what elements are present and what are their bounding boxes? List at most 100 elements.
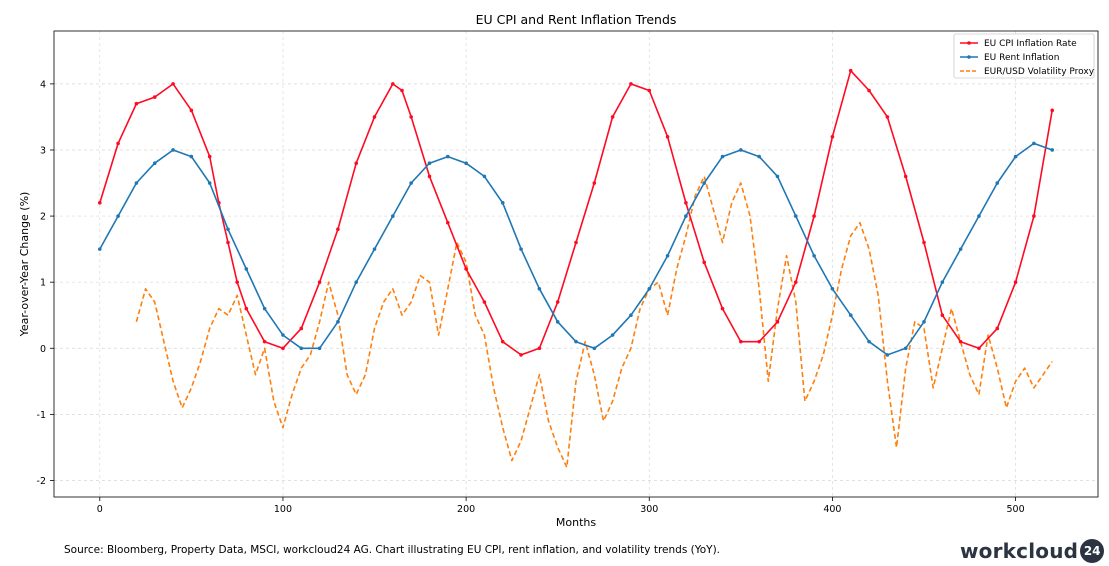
- data-point: [482, 174, 487, 179]
- data-point: [977, 214, 981, 218]
- data-point: [848, 68, 853, 73]
- source-footnote: Source: Bloomberg, Property Data, MSCI, …: [64, 544, 721, 556]
- data-point: [647, 88, 652, 93]
- data-point: [940, 280, 945, 284]
- data-point: [555, 300, 560, 304]
- data-point: [775, 174, 780, 179]
- data-point: [189, 108, 194, 113]
- data-point: [1013, 280, 1018, 284]
- series-layer: [97, 68, 1055, 469]
- data-point: [720, 306, 725, 311]
- data-point: [134, 101, 139, 106]
- line-chart: 0 100 200 300 400 500 -2 -1 0 1 2 3 4 EU CPI and Ren…: [18, 12, 1099, 529]
- data-point: [482, 300, 487, 304]
- data-point: [464, 161, 468, 165]
- data-point: [262, 339, 267, 344]
- data-point: [702, 181, 707, 185]
- data-point: [152, 95, 157, 99]
- y-tick-label: 0: [40, 344, 46, 355]
- data-point: [207, 181, 212, 185]
- data-point: [207, 154, 212, 159]
- data-point: [134, 181, 139, 185]
- data-point: [885, 115, 890, 119]
- x-tick-label: 0: [97, 504, 103, 515]
- data-point: [116, 214, 120, 218]
- data-point: [336, 227, 340, 232]
- data-point: [537, 286, 542, 291]
- data-point: [922, 240, 926, 245]
- data-point: [262, 306, 267, 311]
- data-point: [684, 201, 688, 205]
- x-tick-label: 200: [457, 504, 475, 515]
- data-point: [903, 346, 908, 351]
- x-tick-label: 300: [640, 504, 658, 515]
- data-point: [995, 181, 1000, 185]
- data-point: [519, 247, 523, 251]
- data-point: [757, 154, 761, 159]
- data-point: [958, 247, 963, 251]
- series-line: [135, 175, 1053, 469]
- y-axis-label: Year-over-Year Change (%): [18, 192, 31, 338]
- legend: EU CPI Inflation Rate EU Rent Inflation EU…: [953, 33, 1095, 79]
- data-point: [574, 339, 578, 344]
- data-point: [830, 286, 835, 291]
- data-point: [610, 333, 615, 337]
- data-point: [354, 280, 359, 284]
- data-point: [848, 313, 853, 318]
- legend-entry: EU Rent Inflation: [984, 53, 1059, 63]
- data-point: [97, 247, 102, 251]
- data-point: [665, 134, 670, 139]
- data-point: [592, 346, 597, 351]
- y-tick-label: 3: [40, 145, 46, 156]
- data-point: [903, 174, 908, 179]
- data-point: [958, 339, 963, 344]
- data-point: [739, 339, 743, 344]
- data-point: [793, 214, 798, 218]
- data-point: [1032, 214, 1036, 218]
- x-axis-label: Months: [556, 516, 596, 529]
- company-logo: workcloud 24: [960, 538, 1105, 564]
- data-point: [537, 346, 542, 351]
- chart-title: EU CPI and Rent Inflation Trends: [476, 12, 677, 27]
- data-point: [610, 115, 615, 119]
- series-1: [97, 141, 1055, 357]
- data-point: [409, 115, 413, 119]
- data-point: [647, 286, 652, 291]
- data-point: [500, 201, 505, 205]
- data-point: [885, 353, 890, 357]
- data-point: [152, 161, 157, 165]
- data-point: [775, 320, 780, 324]
- data-point: [1050, 148, 1055, 152]
- data-point: [684, 214, 688, 218]
- data-point: [281, 346, 285, 351]
- data-point: [299, 346, 304, 351]
- data-point: [244, 267, 249, 271]
- data-point: [1050, 108, 1055, 113]
- data-point: [372, 247, 377, 251]
- legend-marker: [967, 41, 971, 45]
- data-point: [226, 227, 230, 232]
- data-point: [1013, 154, 1018, 159]
- y-tick-label: 2: [40, 212, 46, 223]
- logo-wordmark: workcloud: [960, 539, 1079, 563]
- data-point: [336, 320, 340, 324]
- data-point: [665, 253, 670, 258]
- data-point: [867, 88, 871, 93]
- data-point: [171, 148, 175, 152]
- legend-box: [953, 33, 1095, 79]
- data-point: [427, 174, 432, 179]
- data-point: [574, 240, 578, 245]
- data-point: [391, 82, 395, 86]
- data-point: [629, 82, 633, 86]
- data-point: [1032, 141, 1036, 146]
- data-point: [922, 320, 926, 324]
- data-point: [500, 339, 505, 344]
- y-tick-label: 4: [40, 79, 46, 90]
- grid-layer: [54, 31, 1098, 497]
- data-point: [299, 326, 304, 331]
- data-point: [171, 82, 175, 86]
- x-tick-label: 400: [823, 504, 841, 515]
- data-point: [226, 240, 230, 245]
- y-tick-label: -1: [37, 410, 46, 421]
- data-point: [995, 326, 1000, 331]
